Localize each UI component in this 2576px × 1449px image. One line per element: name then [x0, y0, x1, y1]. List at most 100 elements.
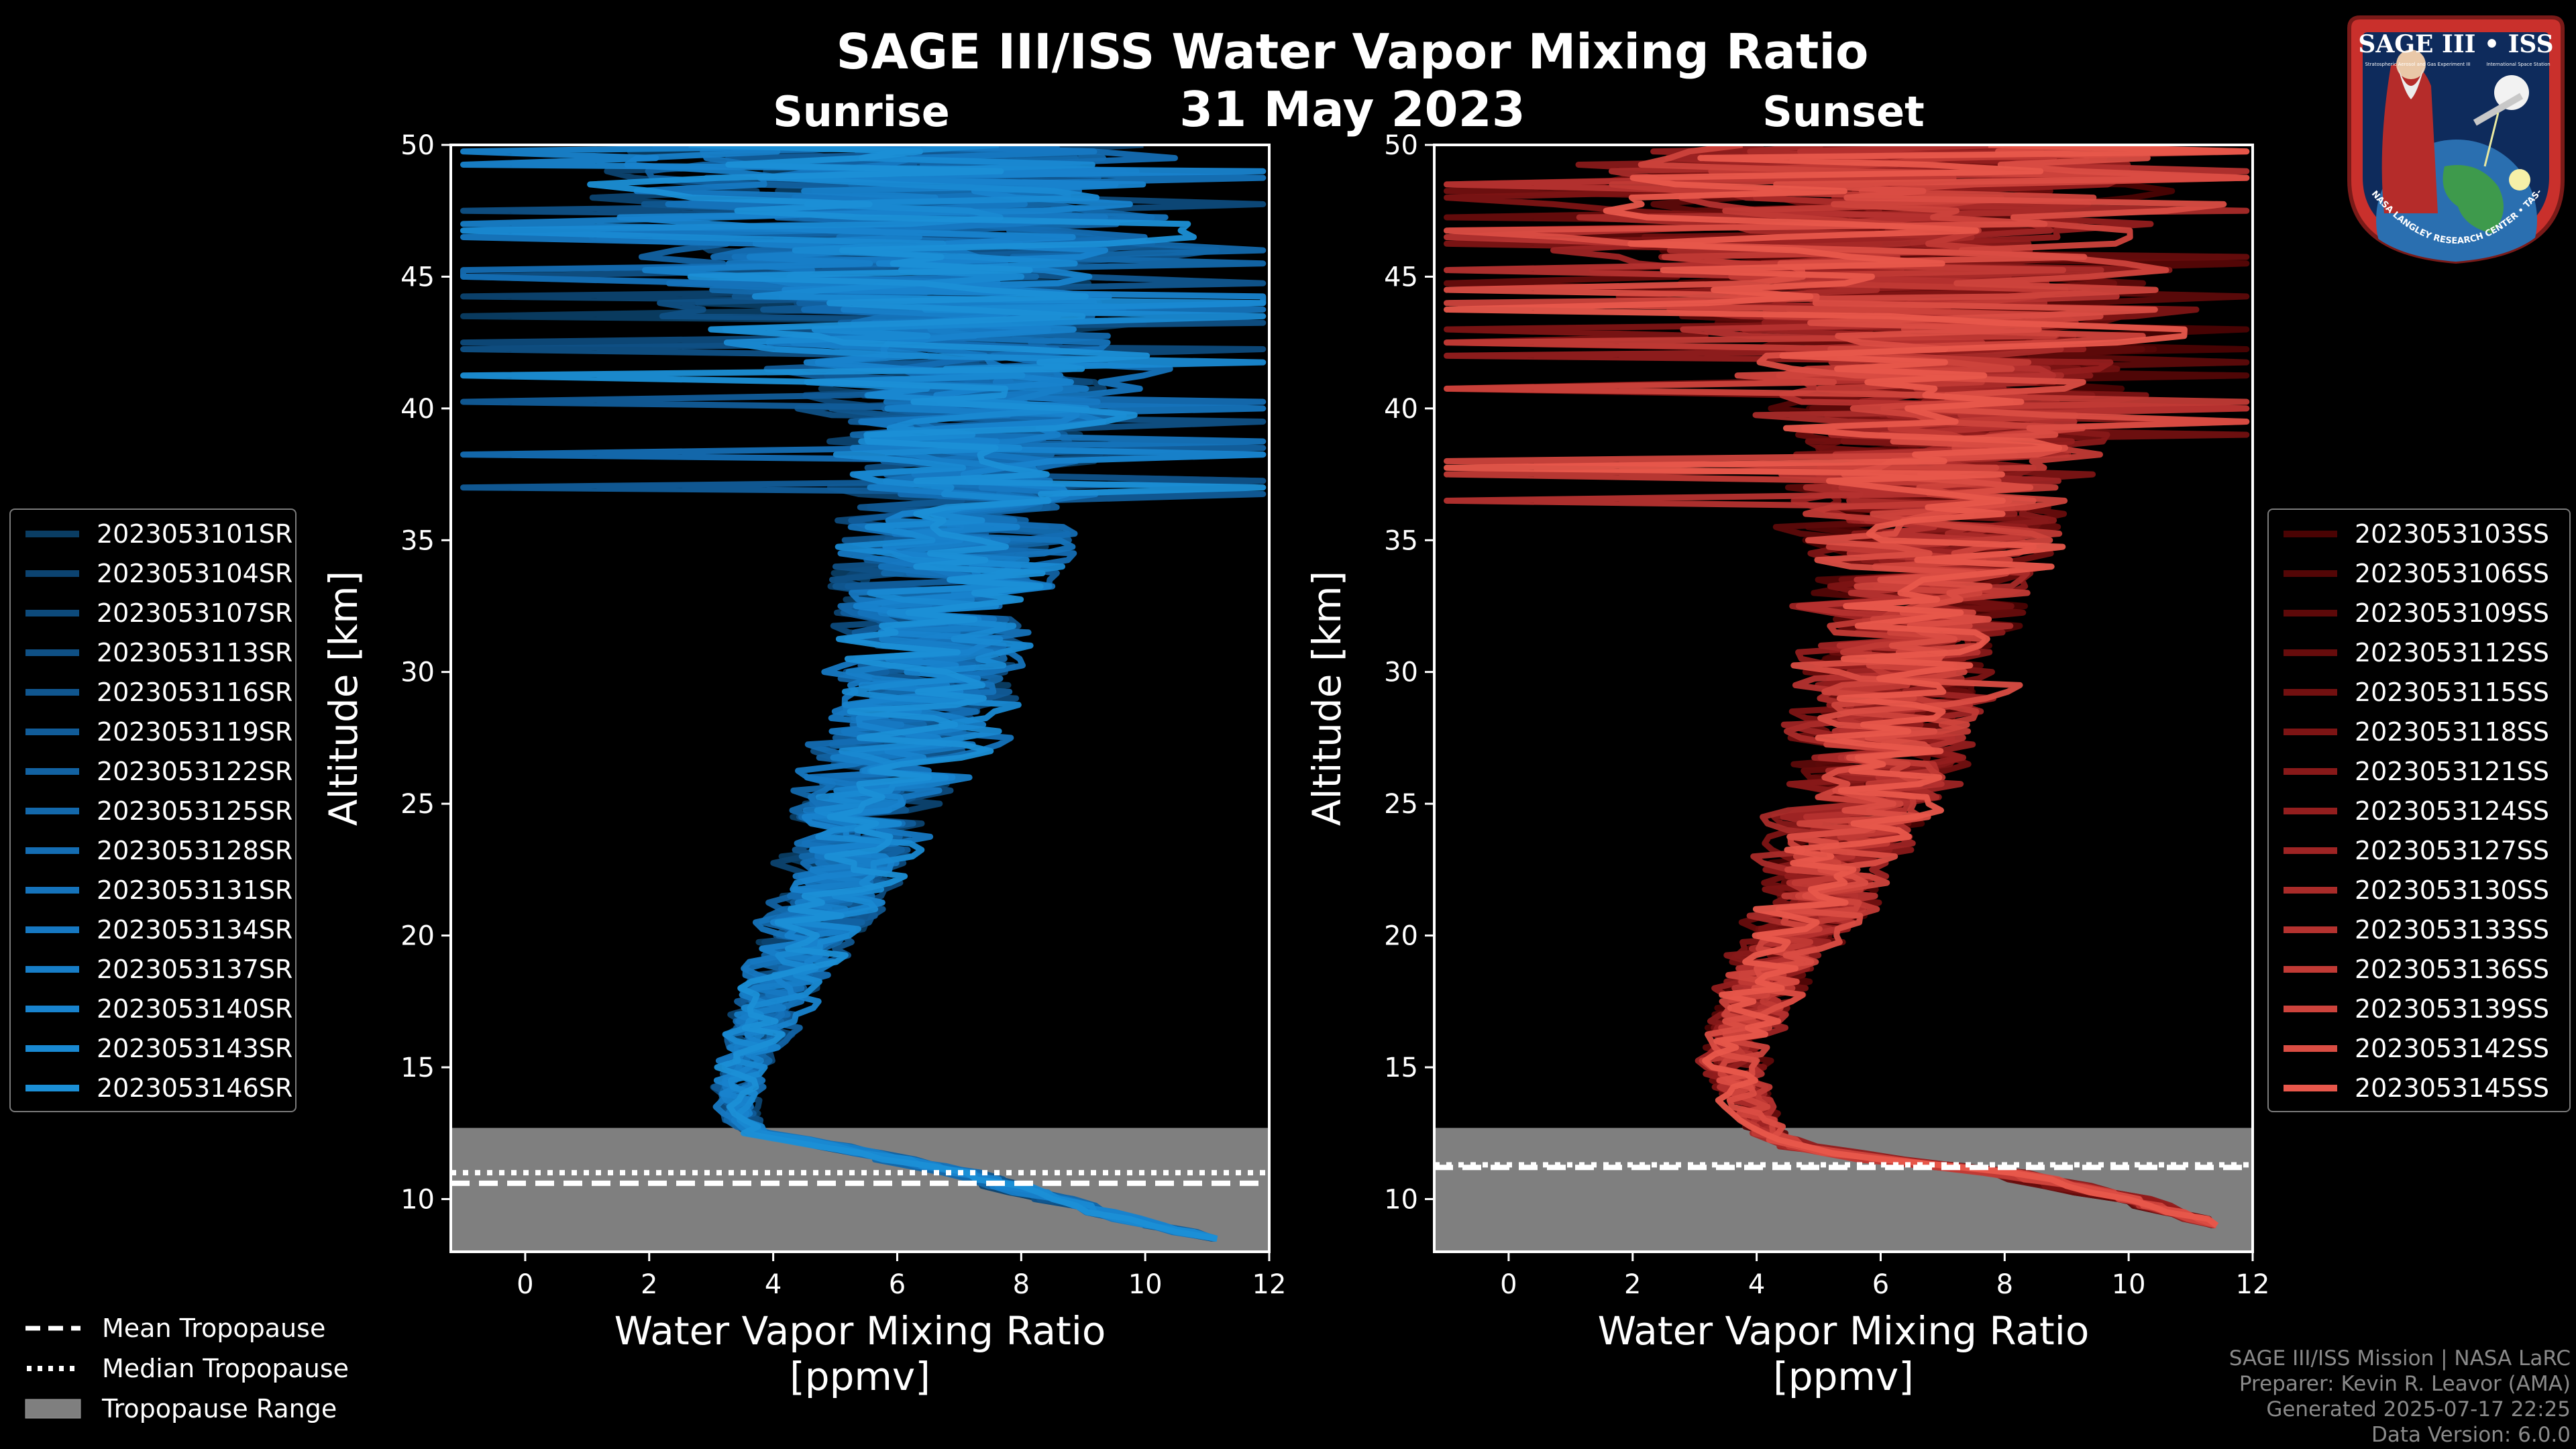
y-tick-label: 20 — [400, 921, 435, 952]
legend-item-2023053130SS: 2023053130SS — [2269, 871, 2549, 909]
legend-label: 2023053137SR — [97, 955, 293, 984]
legend-swatch — [25, 610, 79, 616]
legend-tropopause-range: Tropopause Range — [24, 1389, 349, 1429]
y-tick-label: 30 — [1384, 657, 1418, 688]
legend-item-2023053106SS: 2023053106SS — [2269, 555, 2549, 592]
legend-swatch — [2284, 610, 2337, 616]
legend-label: 2023053121SS — [2355, 757, 2550, 786]
legend-label: 2023053107SR — [97, 598, 293, 628]
legend-swatch — [2284, 1085, 2337, 1091]
legend-swatch — [25, 649, 79, 656]
profile-line-2023053145SS — [1444, 145, 2250, 1228]
legend-label: 2023053134SR — [97, 915, 293, 945]
sunrise-legend: 2023053101SR 2023053104SR 2023053107SR 2023… — [9, 508, 297, 1112]
legend-swatch — [2284, 531, 2337, 537]
y-axis-label: Altitude [km] — [321, 571, 366, 826]
y-tick-label: 50 — [400, 130, 435, 161]
panel-title-sunrise: Sunrise — [773, 87, 950, 136]
legend-swatch — [2284, 966, 2337, 973]
y-tick-label: 25 — [400, 789, 435, 820]
y-tick-label: 40 — [400, 394, 435, 425]
legend-label: 2023053115SS — [2355, 678, 2550, 707]
credits: SAGE III/ISS Mission | NASA LaRC Prepare… — [2229, 1346, 2571, 1448]
legend-item-2023053107SR: 2023053107SR — [11, 594, 292, 632]
legend-swatch — [25, 768, 79, 775]
legend-item-2023053118SS: 2023053118SS — [2269, 713, 2549, 751]
logo-sub2: International Space Station — [2486, 62, 2550, 67]
y-axis-label: Altitude [km] — [1304, 571, 1350, 826]
legend-label: 2023053106SS — [2355, 559, 2550, 588]
legend-item-2023053116SR: 2023053116SR — [11, 674, 292, 711]
legend-label: 2023053113SR — [97, 638, 293, 667]
legend-item-2023053122SR: 2023053122SR — [11, 753, 292, 790]
x-axis-label: Water Vapor Mixing Ratio [ppmv] — [1598, 1308, 2090, 1399]
legend-swatch — [2284, 1006, 2337, 1012]
legend-swatch — [2284, 768, 2337, 775]
legend-label: 2023053103SS — [2355, 519, 2550, 549]
legend-label: 2023053101SR — [97, 519, 293, 549]
x-tick-label: 0 — [517, 1269, 533, 1300]
tropopause-range — [1434, 1128, 2253, 1252]
legend-label: 2023053133SS — [2355, 915, 2550, 945]
legend-item-2023053125SR: 2023053125SR — [11, 792, 292, 830]
y-tick-label: 40 — [1384, 394, 1418, 425]
x-tick-label: 12 — [2236, 1269, 2270, 1300]
legend-swatch — [25, 729, 79, 735]
legend-item-2023053121SS: 2023053121SS — [2269, 753, 2549, 790]
y-tick-label: 10 — [400, 1184, 435, 1215]
legend-item-2023053119SR: 2023053119SR — [11, 713, 292, 751]
moon-icon — [2494, 75, 2529, 110]
sage-iii-iss-logo: SAGE III • ISS Stratospheric Aerosol and… — [2344, 12, 2565, 264]
legend-label: 2023053127SS — [2355, 836, 2550, 865]
legend-item-2023053131SR: 2023053131SR — [11, 871, 292, 909]
legend-swatch — [2284, 689, 2337, 696]
legend-item-2023053137SR: 2023053137SR — [11, 951, 292, 988]
legend-label: 2023053128SR — [97, 836, 293, 865]
legend-label: 2023053145SS — [2355, 1073, 2550, 1103]
chart-date: 31 May 2023 — [1179, 81, 1525, 138]
legend-item-2023053143SR: 2023053143SR — [11, 1030, 292, 1067]
legend-item-2023053127SS: 2023053127SS — [2269, 832, 2549, 869]
legend-label: 2023053142SS — [2355, 1034, 2550, 1063]
x-tick-label: 4 — [765, 1269, 782, 1300]
credits-version: Data Version: 6.0.0 — [2371, 1423, 2571, 1447]
credits-mission: SAGE III/ISS Mission | NASA LaRC — [2229, 1346, 2571, 1371]
legend-swatch — [2284, 887, 2337, 894]
legend-item-2023053103SS: 2023053103SS — [2269, 515, 2549, 553]
y-tick-label: 20 — [1384, 921, 1418, 952]
credits-preparer: Preparer: Kevin R. Leavor (AMA) — [2239, 1372, 2571, 1396]
legend-item-2023053109SS: 2023053109SS — [2269, 594, 2549, 632]
figure-icon — [2381, 62, 2438, 214]
legend-label: 2023053109SS — [2355, 598, 2550, 628]
range-swatch-icon — [25, 1399, 81, 1419]
legend-item-2023053124SS: 2023053124SS — [2269, 792, 2549, 830]
legend-swatch — [25, 926, 79, 933]
x-tick-label: 2 — [641, 1269, 657, 1300]
legend-item-2023053134SR: 2023053134SR — [11, 911, 292, 949]
legend-item-2023053133SS: 2023053133SS — [2269, 911, 2549, 949]
legend-label: 2023053139SS — [2355, 994, 2550, 1024]
legend-label: 2023053119SR — [97, 717, 293, 747]
legend-item-2023053136SS: 2023053136SS — [2269, 951, 2549, 988]
legend-swatch — [25, 966, 79, 973]
legend-swatch — [25, 847, 79, 854]
legend-label: 2023053131SR — [97, 875, 293, 905]
legend-item-2023053113SR: 2023053113SR — [11, 634, 292, 672]
legend-label: 2023053136SS — [2355, 955, 2550, 984]
legend-swatch — [2284, 570, 2337, 577]
iss-icon — [2473, 93, 2524, 126]
legend-item-2023053112SS: 2023053112SS — [2269, 634, 2549, 672]
legend-swatch — [25, 887, 79, 894]
y-tick-label: 35 — [1384, 525, 1418, 556]
logo-sub1: Stratospheric Aerosol and Gas Experiment… — [2365, 62, 2470, 67]
x-tick-label: 0 — [1500, 1269, 1517, 1300]
x-tick-label: 12 — [1252, 1269, 1287, 1300]
legend-label: 2023053125SR — [97, 796, 293, 826]
legend-label: 2023053124SS — [2355, 796, 2550, 826]
legend-swatch — [2284, 847, 2337, 854]
legend-swatch — [25, 531, 79, 537]
legend-item-2023053139SS: 2023053139SS — [2269, 990, 2549, 1028]
profile-line-2023053142SS — [1444, 145, 2250, 1228]
plot-frame — [1433, 144, 2254, 1253]
